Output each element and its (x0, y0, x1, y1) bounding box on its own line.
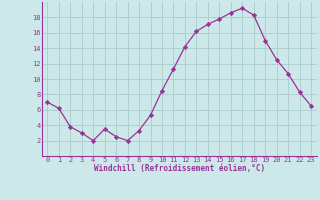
X-axis label: Windchill (Refroidissement éolien,°C): Windchill (Refroidissement éolien,°C) (94, 164, 265, 173)
